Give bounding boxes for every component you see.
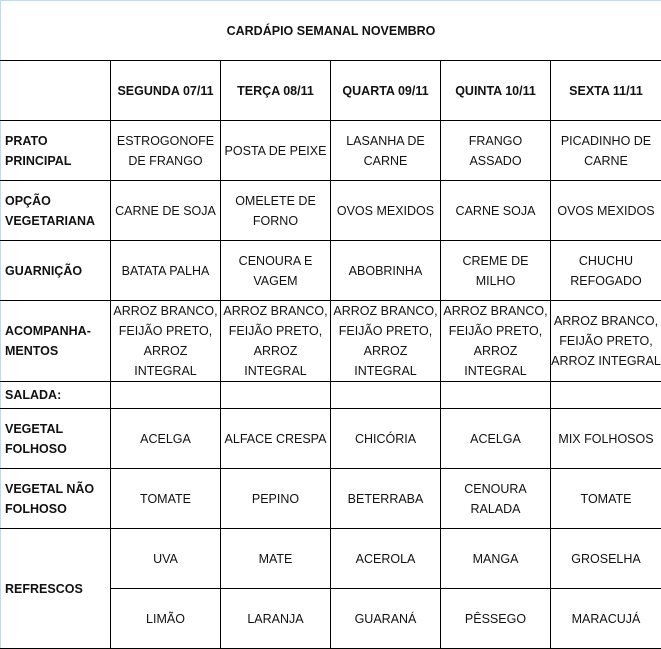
menu-cell: POSTA DE PEIXE — [221, 121, 331, 181]
menu-cell: FRANGO ASSADO — [441, 121, 551, 181]
menu-cell: TOMATE — [111, 469, 221, 529]
menu-cell: PICADINHO DE CARNE — [551, 121, 661, 181]
day-header: TERÇA 08/11 — [221, 61, 331, 121]
menu-cell: LARANJA — [221, 589, 331, 649]
menu-cell: ARROZ BRANCO, FEIJÃO PRETO, ARROZ INTEGR… — [221, 301, 331, 382]
menu-cell: MATE — [221, 529, 331, 589]
menu-cell: UVA — [111, 529, 221, 589]
menu-cell: MARACUJÁ — [551, 589, 661, 649]
menu-cell: ESTROGONOFE DE FRANGO — [111, 121, 221, 181]
menu-cell: PÊSSEGO — [441, 589, 551, 649]
menu-cell — [221, 382, 331, 409]
day-header: QUARTA 09/11 — [331, 61, 441, 121]
menu-cell: PEPINO — [221, 469, 331, 529]
menu-cell: ARROZ BRANCO, FEIJÃO PRETO, ARROZ INTEGR… — [331, 301, 441, 382]
row-label: VEGETAL NÃO FOLHOSO — [1, 469, 111, 529]
menu-cell: MANGA — [441, 529, 551, 589]
menu-cell: MIX FOLHOSOS — [551, 409, 661, 469]
menu-cell: BETERRABA — [331, 469, 441, 529]
menu-cell: ARROZ BRANCO, FEIJÃO PRETO, ARROZ INTEGR… — [551, 301, 661, 382]
menu-cell: GROSELHA — [551, 529, 661, 589]
title-row: CARDÁPIO SEMANAL NOVEMBRO — [1, 1, 661, 61]
row-label: SALADA: — [1, 382, 111, 409]
row-label: VEGETAL FOLHOSO — [1, 409, 111, 469]
menu-cell: ARROZ BRANCO, FEIJÃO PRETO, ARROZ INTEGR… — [441, 301, 551, 382]
menu-cell: GUARANÁ — [331, 589, 441, 649]
menu-title: CARDÁPIO SEMANAL NOVEMBRO — [1, 1, 661, 61]
menu-cell: CHICÓRIA — [331, 409, 441, 469]
menu-cell — [551, 382, 661, 409]
day-header: SEXTA 11/11 — [551, 61, 661, 121]
menu-cell: ACEROLA — [331, 529, 441, 589]
day-header: SEGUNDA 07/11 — [111, 61, 221, 121]
menu-cell — [111, 382, 221, 409]
row-label: OPÇÃO VEGETARIANA — [1, 181, 111, 241]
menu-cell — [441, 382, 551, 409]
menu-cell: CARNE DE SOJA — [111, 181, 221, 241]
menu-cell — [331, 382, 441, 409]
corner-cell — [1, 61, 111, 121]
day-header: QUINTA 10/11 — [441, 61, 551, 121]
menu-cell: CREME DE MILHO — [441, 241, 551, 301]
menu-cell: LASANHA DE CARNE — [331, 121, 441, 181]
menu-cell: ABOBRINHA — [331, 241, 441, 301]
row-label: GUARNIÇÃO — [1, 241, 111, 301]
menu-cell: ACELGA — [441, 409, 551, 469]
row-label: PRATO PRINCIPAL — [1, 121, 111, 181]
menu-cell: TOMATE — [551, 469, 661, 529]
menu-row: SALADA: — [1, 382, 661, 409]
row-label: REFRESCOS — [1, 529, 111, 649]
menu-cell: OVOS MEXIDOS — [331, 181, 441, 241]
menu-cell: BATATA PALHA — [111, 241, 221, 301]
row-label: ACOMPANHA- MENTOS — [1, 301, 111, 382]
menu-cell: CENOURA RALADA — [441, 469, 551, 529]
menu-cell: ARROZ BRANCO, FEIJÃO PRETO, ARROZ INTEGR… — [111, 301, 221, 382]
menu-cell: CENOURA E VAGEM — [221, 241, 331, 301]
menu-cell: OVOS MEXIDOS — [551, 181, 661, 241]
menu-cell: CHUCHU REFOGADO — [551, 241, 661, 301]
menu-cell: LIMÃO — [111, 589, 221, 649]
menu-cell: OMELETE DE FORNO — [221, 181, 331, 241]
menu-cell: ALFACE CRESPA — [221, 409, 331, 469]
menu-cell: ACELGA — [111, 409, 221, 469]
menu-cell: CARNE SOJA — [441, 181, 551, 241]
